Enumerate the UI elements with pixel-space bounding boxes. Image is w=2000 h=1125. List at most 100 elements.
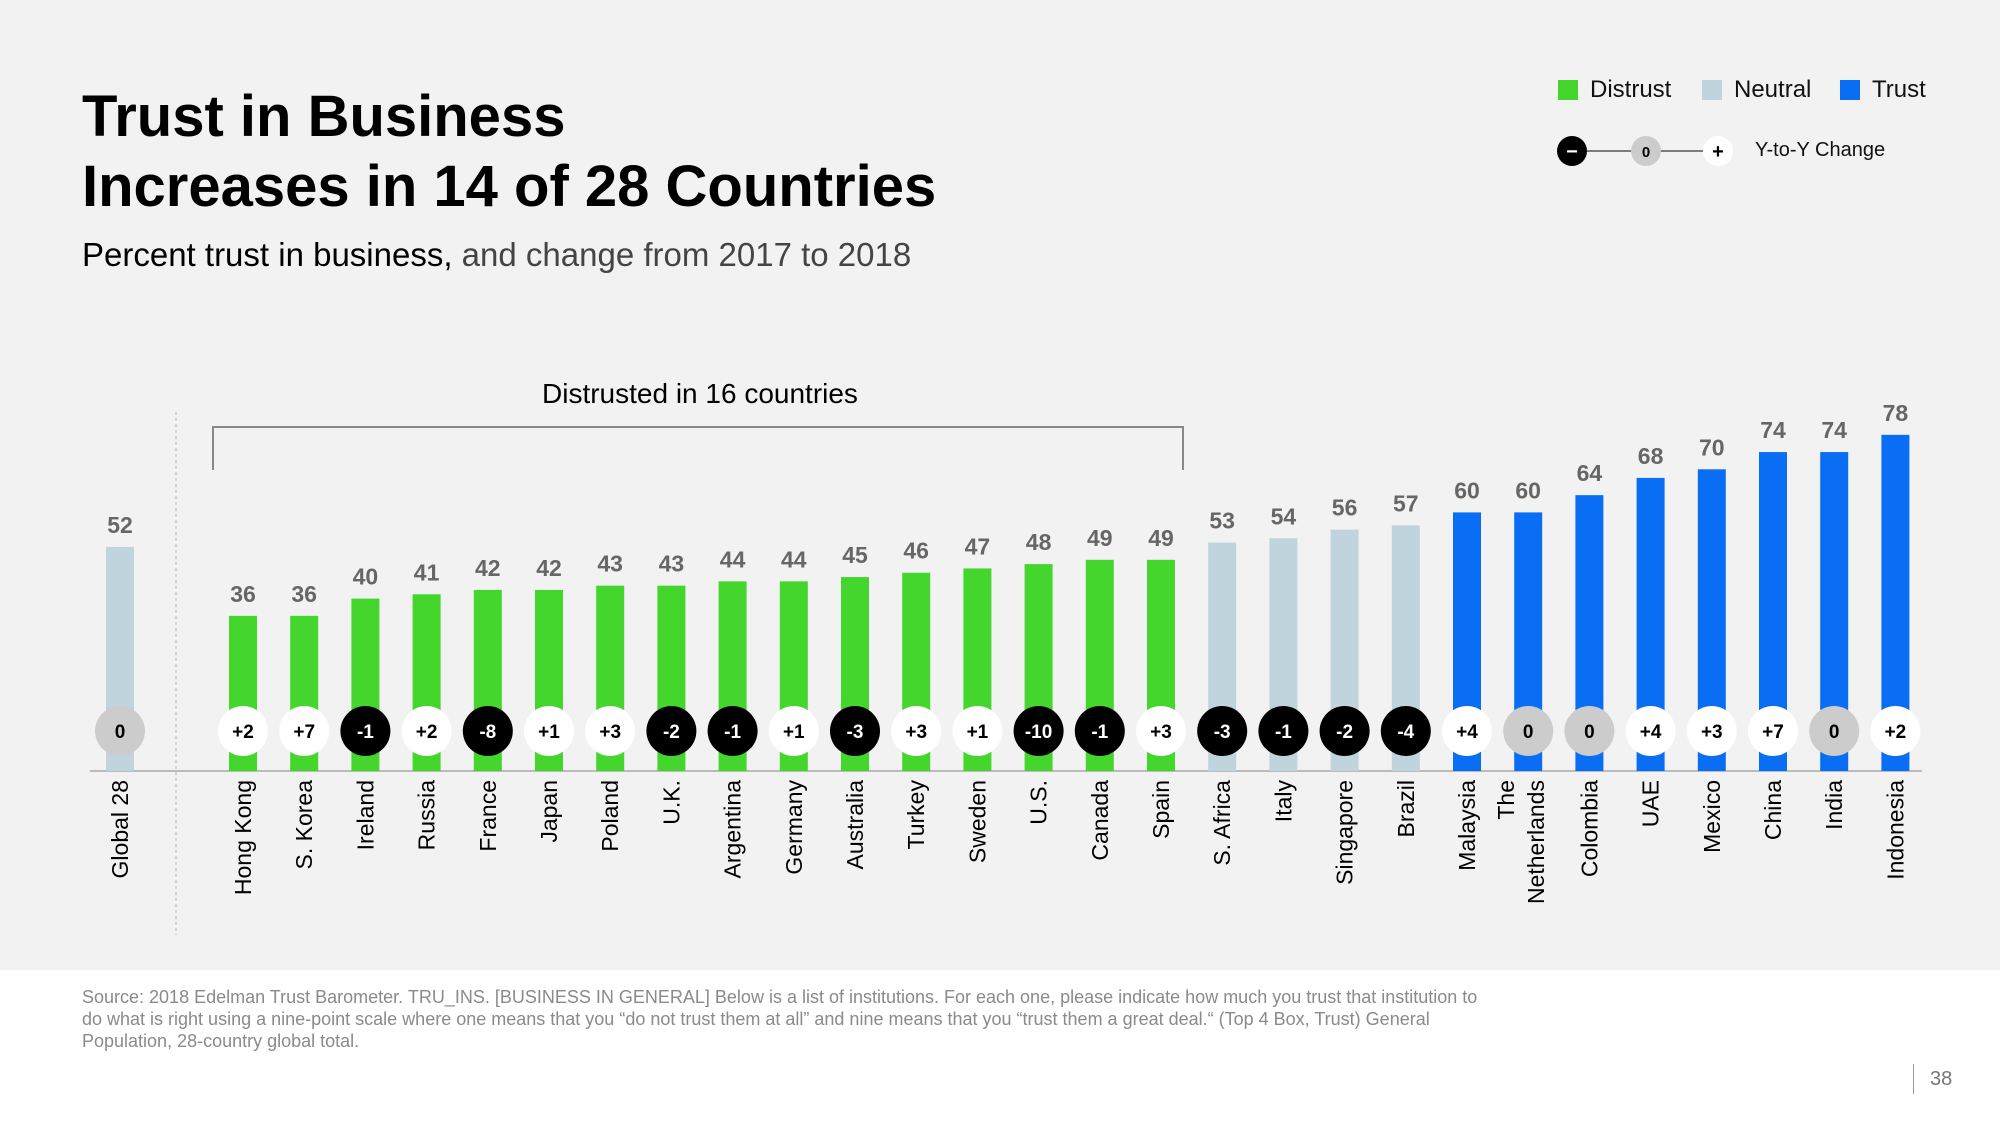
bar-value-label: 56 bbox=[1332, 495, 1358, 521]
change-label: -8 bbox=[479, 722, 496, 743]
change-bubble bbox=[1380, 706, 1431, 756]
category-label: Colombia bbox=[1576, 780, 1602, 877]
change-bubble bbox=[1136, 706, 1186, 756]
change-label: +1 bbox=[538, 722, 560, 743]
category-label: Malaysia bbox=[1454, 780, 1480, 871]
change-label: -2 bbox=[663, 722, 680, 743]
bar-value-label: 57 bbox=[1393, 490, 1419, 516]
source-note: Source: 2018 Edelman Trust Barometer. TR… bbox=[82, 987, 1478, 1051]
change-bubble bbox=[952, 706, 1003, 756]
legend-neutral: Neutral bbox=[1702, 76, 1811, 104]
bar-value-label: 36 bbox=[291, 581, 317, 607]
category-label: Spain bbox=[1148, 780, 1174, 839]
legend-trust-label: Trust bbox=[1872, 76, 1926, 103]
change-label: -2 bbox=[1336, 722, 1353, 743]
legend-distrust: Distrust bbox=[1558, 76, 1671, 104]
change-bubble bbox=[340, 706, 391, 756]
bar-value-label: 49 bbox=[1148, 525, 1174, 551]
legend-neutral-swatch bbox=[1702, 80, 1722, 100]
change-bubble bbox=[891, 706, 942, 756]
change-label: -3 bbox=[847, 722, 864, 743]
page-number-divider bbox=[1913, 1064, 1914, 1094]
category-label: U.S. bbox=[1026, 780, 1052, 825]
change-bubble bbox=[1625, 706, 1676, 756]
title-line-1: Trust in Business bbox=[82, 84, 566, 149]
legend-distrust-swatch bbox=[1558, 80, 1578, 100]
category-label: Germany bbox=[781, 780, 807, 875]
page-title: Trust in Business Increases in 14 of 28 … bbox=[82, 82, 936, 222]
change-bubble bbox=[1686, 706, 1737, 756]
subtitle-main: Percent trust in business, bbox=[82, 236, 453, 273]
change-bubble bbox=[1319, 706, 1370, 756]
change-bubble bbox=[401, 706, 452, 756]
bar-value-label: 41 bbox=[414, 559, 440, 585]
legend-neutral-label: Neutral bbox=[1734, 76, 1812, 103]
change-bubble bbox=[646, 706, 697, 756]
page-number: 38 bbox=[1930, 1068, 1953, 1090]
change-label: +2 bbox=[232, 722, 254, 743]
distrust-bracket bbox=[212, 426, 1184, 470]
change-bubble bbox=[1564, 706, 1615, 756]
bar-value-label: 74 bbox=[1821, 417, 1847, 443]
category-label: Indonesia bbox=[1882, 780, 1908, 880]
change-label: +4 bbox=[1640, 722, 1662, 743]
change-label: 0 bbox=[115, 722, 126, 743]
category-label: The bbox=[1493, 780, 1519, 820]
change-label: +3 bbox=[905, 722, 927, 743]
bar-value-label: 78 bbox=[1883, 400, 1909, 426]
legend-trust: Trust bbox=[1840, 76, 1926, 104]
bar-value-label: 36 bbox=[230, 581, 256, 607]
category-label: Canada bbox=[1087, 780, 1113, 861]
bar-value-label: 44 bbox=[781, 546, 807, 572]
change-bubble bbox=[279, 706, 330, 756]
bar-value-label: 46 bbox=[903, 538, 929, 564]
change-bubble bbox=[1013, 706, 1064, 756]
subtitle: Percent trust in business, and change fr… bbox=[82, 236, 911, 274]
change-bubble bbox=[462, 706, 513, 756]
bar-value-label: 43 bbox=[659, 551, 685, 577]
change-bubble bbox=[1748, 706, 1798, 756]
change-label: +3 bbox=[1701, 722, 1723, 743]
title-line-2: Increases in 14 of 28 Countries bbox=[82, 154, 937, 219]
subtitle-rest: and change from 2017 to 2018 bbox=[452, 236, 912, 273]
legend-trust-swatch bbox=[1840, 80, 1860, 100]
change-bubble bbox=[585, 706, 636, 756]
bar-value-label: 74 bbox=[1760, 417, 1786, 443]
change-label: +3 bbox=[599, 722, 621, 743]
category-label: Turkey bbox=[903, 780, 929, 850]
change-bubble bbox=[1870, 706, 1921, 756]
change-bubble bbox=[1074, 706, 1125, 756]
chart-panel bbox=[0, 0, 2000, 970]
category-label: France bbox=[475, 780, 501, 852]
category-label: Ireland bbox=[352, 780, 378, 850]
change-label: +2 bbox=[416, 722, 438, 743]
category-label: Mexico bbox=[1699, 780, 1725, 853]
bracket-label: Distrusted in 16 countries bbox=[542, 378, 858, 409]
change-bubble bbox=[768, 706, 819, 756]
change-label: -10 bbox=[1025, 722, 1052, 743]
change-label: 0 bbox=[1584, 722, 1595, 743]
category-label: Netherlands bbox=[1523, 780, 1549, 904]
bar-value-label: 64 bbox=[1577, 460, 1603, 486]
bar-value-label: 44 bbox=[720, 546, 746, 572]
change-bubble bbox=[524, 706, 574, 756]
bar-value-label: 49 bbox=[1087, 525, 1113, 551]
bar-value-label: 54 bbox=[1271, 503, 1297, 529]
change-label: -1 bbox=[357, 722, 374, 743]
bar-value-label: 40 bbox=[353, 564, 379, 590]
change-label: 0 bbox=[1523, 722, 1534, 743]
change-bubble bbox=[95, 706, 145, 756]
bar-value-label: 42 bbox=[536, 555, 562, 581]
change-bubble bbox=[1809, 706, 1860, 756]
category-label: Italy bbox=[1270, 780, 1296, 823]
category-label: India bbox=[1821, 780, 1847, 830]
category-label: U.K. bbox=[658, 780, 684, 825]
bar-value-label: 45 bbox=[842, 542, 868, 568]
bar-value-label: 42 bbox=[475, 555, 501, 581]
bar-value-label: 48 bbox=[1026, 529, 1052, 555]
change-label: +4 bbox=[1456, 722, 1478, 743]
category-label: S. Africa bbox=[1209, 780, 1235, 866]
category-label: Russia bbox=[414, 780, 440, 851]
category-label: UAE bbox=[1638, 780, 1664, 827]
change-bubble bbox=[218, 706, 268, 756]
